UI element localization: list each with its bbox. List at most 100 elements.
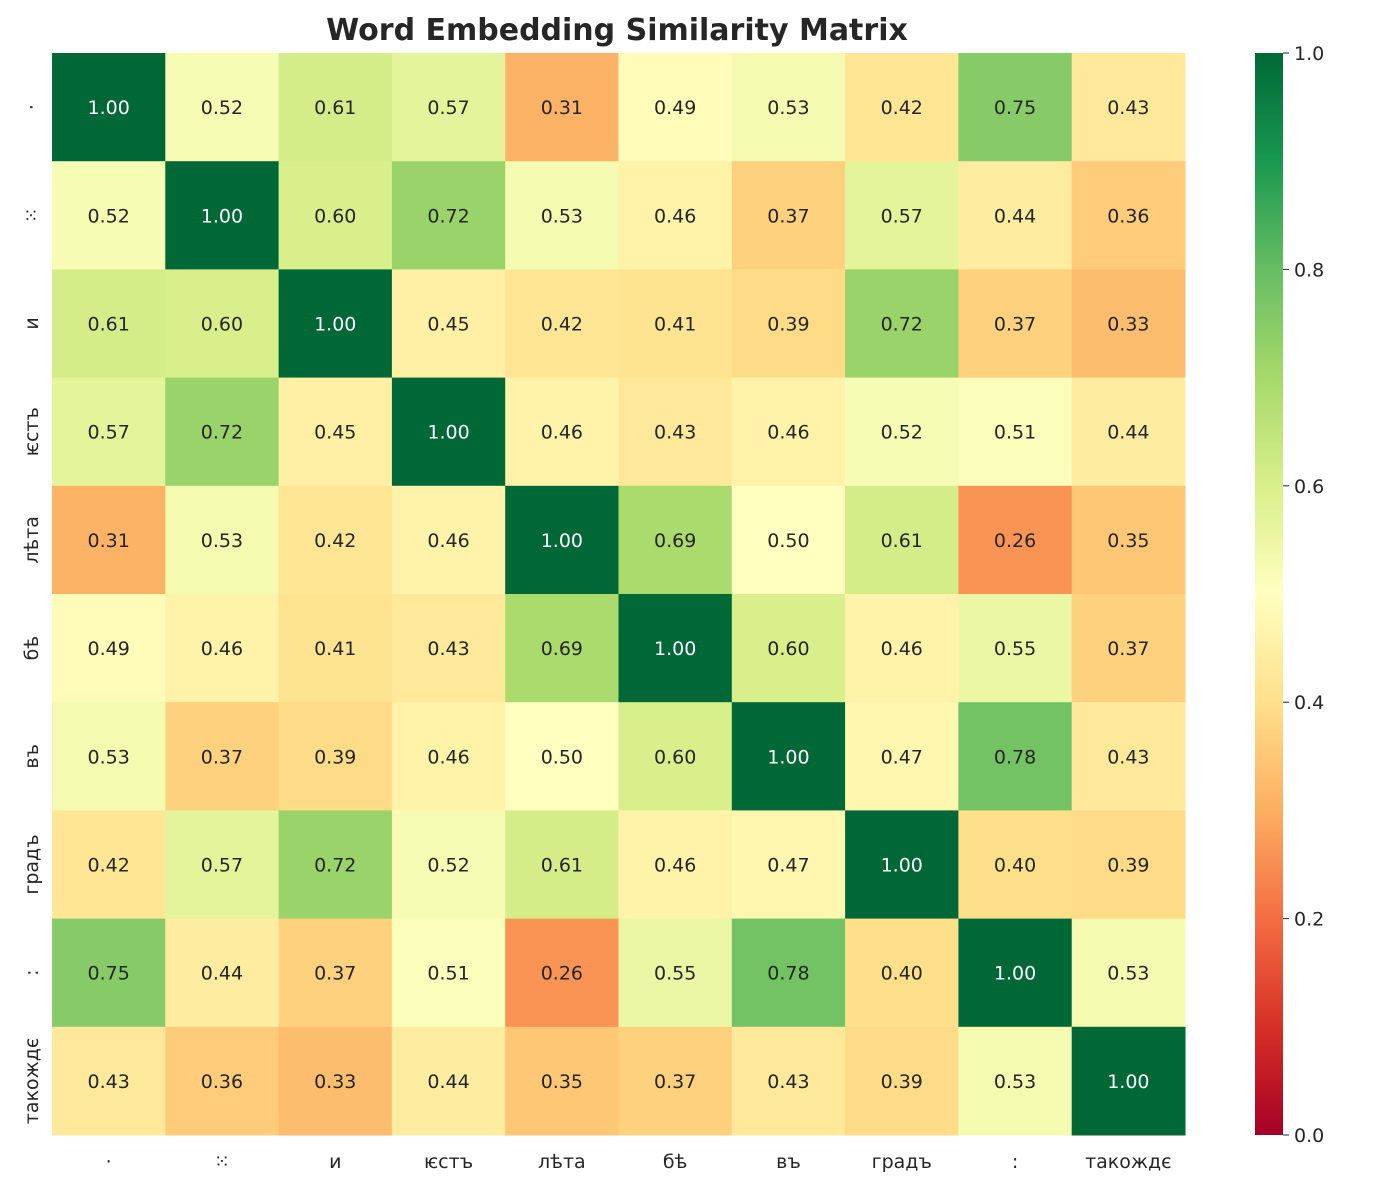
heatmap-cell [1071, 702, 1186, 811]
heatmap-cell [391, 53, 506, 162]
cell-annotation: 0.33 [314, 1071, 356, 1093]
cell-annotation: 0.31 [541, 97, 583, 119]
cell-annotation: 1.00 [1107, 1071, 1149, 1093]
heatmap-cell [731, 161, 846, 270]
cell-annotation: 1.00 [314, 314, 356, 336]
heatmap-cell [731, 810, 846, 920]
cell-annotation: 0.45 [314, 422, 356, 444]
cell-annotation: 0.53 [994, 1071, 1036, 1093]
cell-annotation: 1.00 [654, 638, 696, 660]
heatmap-cell [618, 161, 733, 270]
heatmap-cell [958, 918, 1073, 1028]
cell-annotation: 0.53 [767, 97, 809, 119]
cell-annotation: 0.35 [541, 1071, 583, 1093]
cell-annotation: 0.46 [427, 746, 469, 768]
heatmap-cell [731, 702, 846, 811]
heatmap-cell [845, 810, 959, 920]
y-tick-label: бѣ [21, 636, 43, 660]
cell-annotation: 0.78 [994, 746, 1036, 768]
heatmap-cell [731, 1026, 846, 1136]
cell-annotation: 1.00 [201, 205, 243, 227]
cell-annotation: 0.26 [994, 530, 1036, 552]
heatmap-cell [958, 1026, 1073, 1136]
colorbar-tick-label: 0.4 [1294, 692, 1324, 714]
heatmap-cell [618, 53, 733, 162]
heatmap-cell [505, 485, 619, 595]
heatmap-cell [618, 702, 733, 811]
heatmap-cell [505, 269, 619, 379]
cell-annotation: 0.61 [541, 855, 583, 877]
cell-annotation: 0.43 [767, 1071, 809, 1093]
cell-annotation: 0.51 [427, 963, 469, 985]
cell-annotation: 0.53 [1107, 963, 1149, 985]
heatmap-cell [165, 53, 280, 162]
heatmap-cell [845, 269, 959, 379]
cell-annotation: 0.37 [654, 1071, 696, 1093]
cell-annotation: 0.41 [654, 314, 696, 336]
y-tick-label: и [21, 317, 43, 329]
cell-annotation: 0.43 [654, 422, 696, 444]
cell-annotation: 0.52 [201, 97, 243, 119]
cell-annotation: 1.00 [427, 422, 469, 444]
heatmap-cell [278, 1026, 393, 1136]
y-tick-label: · [21, 104, 43, 110]
heatmap-cell [278, 53, 393, 162]
heatmap-cell [52, 269, 166, 379]
colorbar-tick-label: 0.2 [1294, 909, 1324, 931]
heatmap-cell [165, 1026, 280, 1136]
x-tick-label: и [329, 1151, 341, 1173]
cell-annotation: 0.69 [541, 638, 583, 660]
heatmap-cell [52, 702, 166, 811]
cell-annotation: 0.49 [654, 97, 696, 119]
cell-annotation: 0.37 [201, 746, 243, 768]
heatmap-cell [165, 594, 280, 703]
cell-annotation: 0.75 [994, 97, 1036, 119]
cell-annotation: 0.50 [541, 746, 583, 768]
cell-annotation: 0.78 [767, 963, 809, 985]
cell-annotation: 0.46 [201, 638, 243, 660]
x-tick-label: въ [776, 1151, 801, 1173]
heatmap-cell [391, 269, 506, 379]
heatmap-cell [391, 810, 506, 920]
cell-annotation: 0.47 [881, 746, 923, 768]
cell-annotation: 0.42 [881, 97, 923, 119]
colorbar-tick-label: 0.0 [1294, 1125, 1324, 1147]
y-tick-label: : [21, 969, 43, 975]
cell-annotation: 0.26 [541, 963, 583, 985]
colorbar-tick-label: 0.6 [1294, 476, 1324, 498]
y-tick-label: въ [21, 744, 43, 769]
heatmap-cell [1071, 918, 1186, 1028]
heatmap-cell [958, 377, 1073, 487]
heatmap-cell [505, 161, 619, 270]
heatmap-cell [391, 1026, 506, 1136]
cell-annotation: 0.40 [881, 963, 923, 985]
heatmap-cell [1071, 485, 1186, 595]
colorbar-tick-label: 0.8 [1294, 259, 1324, 281]
heatmap-cell [1071, 594, 1186, 703]
heatmap-cell [391, 485, 506, 595]
y-tick-label: ⁙ [21, 207, 43, 223]
x-tick-label: ⁙ [214, 1151, 230, 1173]
heatmap-cell [52, 53, 166, 162]
heatmap-cell [52, 161, 166, 270]
heatmap-cell [845, 53, 959, 162]
cell-annotation: 0.61 [314, 97, 356, 119]
cell-annotation: 0.44 [427, 1071, 469, 1093]
heatmap-cell [845, 918, 959, 1028]
heatmap-cell [505, 810, 619, 920]
heatmap-cell [505, 377, 619, 487]
cell-annotation: 0.60 [201, 314, 243, 336]
colorbar-ticks: 0.0 0.2 0.4 0.6 0.8 1.0 [1283, 43, 1324, 1147]
cell-annotation: 0.46 [881, 638, 923, 660]
cell-annotation: 0.52 [87, 205, 129, 227]
cell-annotation: 0.72 [314, 855, 356, 877]
cell-annotation: 0.43 [1107, 746, 1149, 768]
heatmap-cell [1071, 1026, 1186, 1136]
y-tick-label: градъ [21, 834, 43, 894]
heatmap-cell [1071, 161, 1186, 270]
cell-annotation: 0.51 [994, 422, 1036, 444]
heatmap-cell [731, 53, 846, 162]
x-tick-label: ѥстъ [424, 1151, 473, 1173]
heatmap-cell [278, 377, 393, 487]
heatmap-cell [958, 702, 1073, 811]
